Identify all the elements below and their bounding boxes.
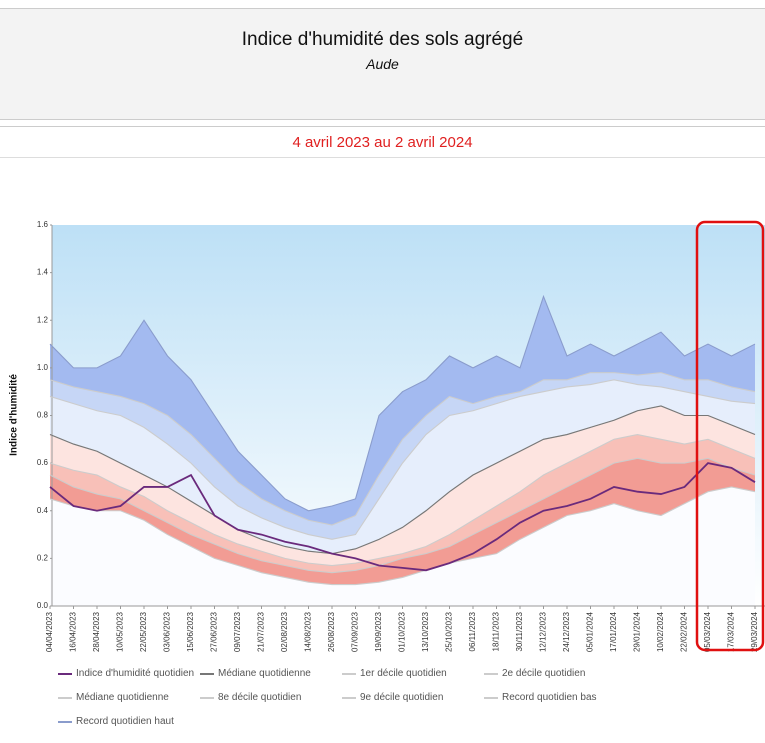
x-tick-label: 06/11/2023: [468, 611, 477, 651]
period: 4 avril 2023 au 2 avril 2024: [292, 134, 473, 151]
x-tick-label: 13/10/2023: [421, 611, 430, 652]
header: Indice d'humidité des sols agrégé Aude: [0, 8, 765, 120]
legend-item: Record quotidien haut: [58, 716, 200, 740]
x-tick-label: 14/08/2023: [304, 611, 313, 652]
x-tick-label: 12/12/2023: [539, 611, 548, 652]
x-tick-label: 22/05/2023: [139, 611, 148, 652]
legend-swatch: [342, 697, 356, 699]
x-tick-label: 30/11/2023: [515, 611, 524, 651]
legend-label: 1er décile quotidien: [360, 668, 447, 679]
y-axis-title: Indice d'humidité: [9, 374, 20, 456]
legend-item: Record quotidien bas: [484, 692, 626, 716]
x-tick-label: 05/01/2024: [586, 611, 595, 652]
chart-subtitle: Aude: [366, 56, 399, 72]
legend-item: 9e décile quotidien: [342, 692, 484, 716]
x-tick-label: 03/06/2023: [163, 611, 172, 652]
series-line: [49, 457, 756, 574]
x-tick-label: 29/01/2024: [633, 611, 642, 652]
series-line: [49, 462, 756, 572]
x-tick-label: 18/11/2023: [492, 611, 501, 651]
x-tick-label: 10/05/2023: [116, 611, 125, 652]
y-tick-label: 0.8: [37, 411, 49, 420]
legend-swatch: [58, 697, 72, 699]
x-tick-label: 24/12/2023: [562, 611, 571, 652]
x-tick-label: 01/10/2023: [398, 611, 407, 652]
x-tick-label: 09/07/2023: [233, 611, 242, 652]
legend-swatch: [200, 697, 214, 699]
y-tick-label: 1.6: [37, 220, 49, 229]
legend-item: Médiane quotidienne: [200, 668, 342, 692]
legend-swatch: [484, 673, 498, 675]
y-tick-label: 1.4: [37, 268, 49, 277]
x-tick-label: 29/03/2024: [750, 611, 759, 652]
legend-label: Record quotidien bas: [502, 692, 597, 703]
legend-label: 9e décile quotidien: [360, 692, 444, 703]
legend-item: Indice d'humidité quotidien: [58, 668, 200, 692]
legend-item: Médiane quotidienne: [58, 692, 200, 716]
x-tick-label: 19/09/2023: [374, 611, 383, 652]
x-tick-label: 15/06/2023: [186, 611, 195, 652]
legend-label: Médiane quotidienne: [76, 692, 169, 703]
y-tick-label: 0.0: [37, 601, 49, 610]
legend-swatch: [342, 673, 356, 675]
y-tick-label: 1.0: [37, 363, 49, 372]
legend-swatch: [58, 673, 72, 675]
legend-label: Indice d'humidité quotidien: [76, 668, 195, 679]
chart-title: Indice d'humidité des sols agrégé: [241, 29, 524, 50]
x-tick-label: 17/03/2024: [727, 611, 736, 652]
x-tick-label: 25/10/2023: [445, 611, 454, 652]
series-line: [49, 294, 756, 512]
period-bar: [0, 126, 765, 158]
legend-label: Médiane quotidienne: [218, 668, 311, 679]
legend-item: 2e décile quotidien: [484, 668, 626, 692]
series-line: [49, 433, 756, 567]
y-tick-label: 1.2: [37, 315, 49, 324]
y-tick-label: 0.2: [37, 553, 49, 562]
legend-label: 2e décile quotidien: [502, 668, 586, 679]
x-tick-label: 22/02/2024: [680, 611, 689, 652]
legend-item: 1er décile quotidien: [342, 668, 484, 692]
x-tick-label: 04/04/2023: [45, 611, 54, 652]
series-line: [49, 372, 756, 526]
x-tick-label: 05/03/2024: [703, 611, 712, 652]
x-tick-label: 02/08/2023: [280, 611, 289, 652]
band: [50, 486, 755, 606]
series-line: [49, 379, 756, 540]
legend: Indice d'humidité quotidien Médiane quoti…: [58, 668, 758, 740]
x-tick-label: 28/04/2023: [92, 611, 101, 652]
legend-swatch: [58, 721, 72, 723]
x-tick-label: 16/04/2023: [69, 611, 78, 652]
x-tick-label: 21/07/2023: [257, 611, 266, 652]
legend-swatch: [484, 697, 498, 699]
highlight-box: [695, 220, 765, 652]
legend-item: 8e décile quotidien: [200, 692, 342, 716]
y-tick-label: 0.6: [37, 458, 49, 467]
x-tick-label: 10/02/2024: [656, 611, 665, 652]
legend-label: 8e décile quotidien: [218, 692, 302, 703]
x-tick-label: 17/01/2024: [609, 611, 618, 652]
x-tick-label: 07/09/2023: [351, 611, 360, 652]
series-line: [49, 486, 756, 586]
legend-label: Record quotidien haut: [76, 716, 174, 727]
x-tick-label: 27/06/2023: [210, 611, 219, 652]
y-tick-label: 0.4: [37, 506, 49, 515]
legend-swatch: [200, 673, 214, 675]
x-tick-label: 26/08/2023: [327, 611, 336, 652]
